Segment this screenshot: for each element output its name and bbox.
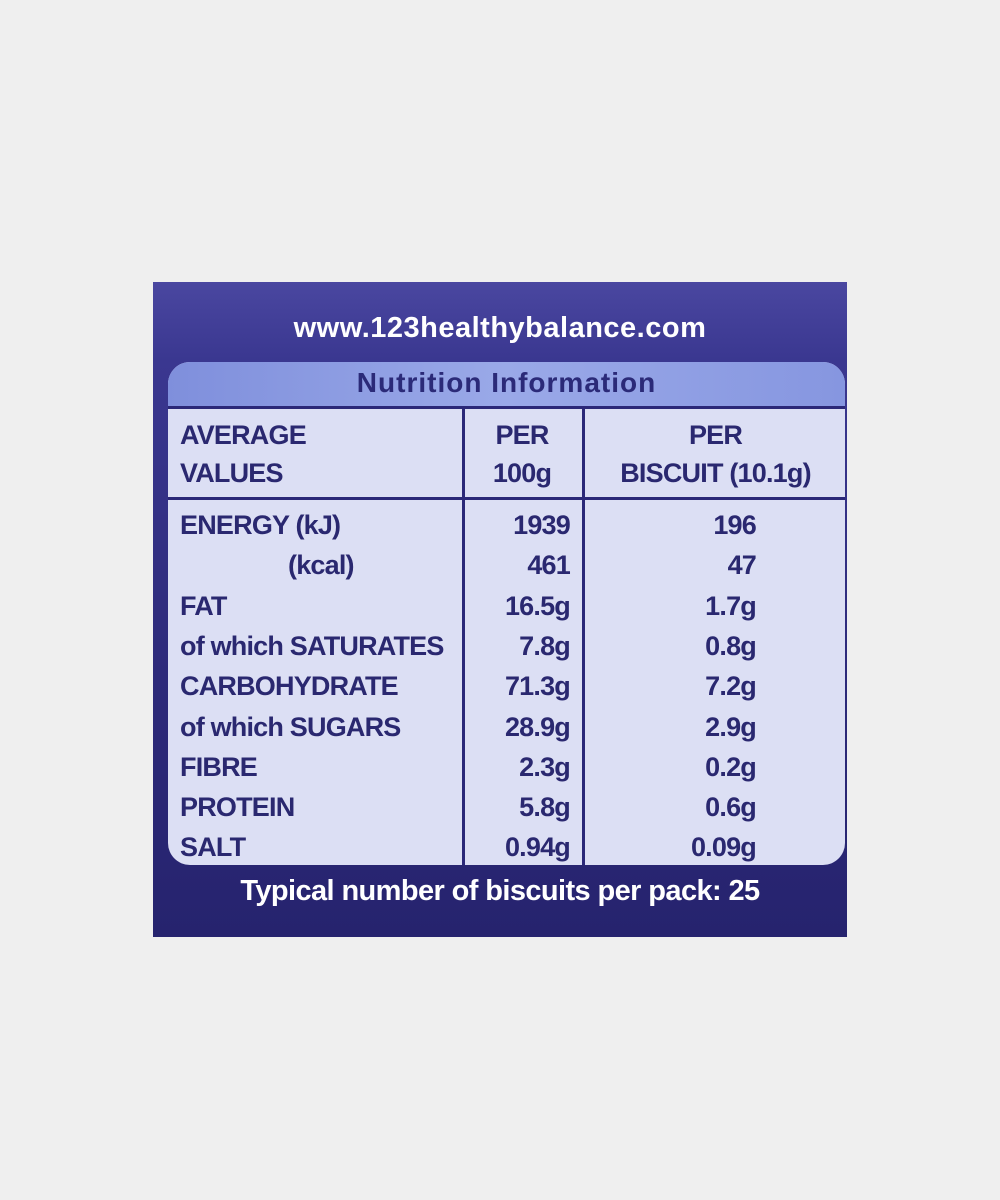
header-per: PER	[495, 420, 549, 450]
header-biscuit: BISCUIT (10.1g)	[620, 458, 811, 488]
value-per-biscuit: 47	[727, 550, 757, 581]
biscuits-per-pack: Typical number of biscuits per pack: 25	[240, 875, 760, 907]
row-label: FIBRE	[180, 751, 258, 782]
header-100g: 100g	[492, 458, 552, 488]
row-label: FAT	[180, 590, 227, 621]
row-label: of which SUGARS	[180, 711, 401, 742]
value-per-biscuit: 0.09g	[690, 832, 757, 863]
value-per-biscuit: 0.6g	[705, 792, 757, 823]
value-per-biscuit: 0.8g	[705, 630, 757, 661]
header-per: PER	[688, 420, 743, 450]
value-per-100g: 5.8g	[519, 792, 571, 823]
header-average: AVERAGE	[180, 420, 307, 450]
value-per-100g: 1939	[513, 510, 571, 540]
value-per-100g: 7.8g	[519, 630, 571, 661]
nutrition-table: Nutrition Information AVERAGE VALUES PER…	[168, 362, 845, 865]
row-label: PROTEIN	[180, 792, 295, 823]
row-label: SALT	[180, 832, 246, 863]
column-divider	[462, 406, 465, 865]
value-per-100g: 461	[527, 550, 570, 581]
column-divider	[582, 406, 585, 865]
value-per-biscuit: 196	[713, 510, 756, 540]
value-per-biscuit: 1.7g	[705, 590, 757, 621]
row-label: (kcal)	[288, 550, 355, 581]
nutrition-label-package: www.123healthybalance.com Nutrition Info…	[153, 282, 847, 937]
website-url: www.123healthybalance.com	[293, 312, 707, 344]
table-title: Nutrition Information	[356, 367, 657, 398]
title-band: Nutrition Information	[168, 362, 845, 409]
value-per-biscuit: 7.2g	[705, 671, 757, 702]
row-label: ENERGY (kJ)	[180, 510, 341, 540]
header-divider	[168, 497, 845, 500]
value-per-100g: 71.3g	[504, 671, 571, 702]
row-label: of which SATURATES	[180, 630, 444, 661]
value-per-100g: 0.94g	[504, 832, 571, 863]
row-label: CARBOHYDRATE	[180, 671, 399, 702]
value-per-100g: 16.5g	[504, 590, 571, 621]
value-per-100g: 2.3g	[519, 751, 571, 782]
value-per-biscuit: 0.2g	[705, 751, 757, 782]
value-per-100g: 28.9g	[504, 711, 571, 742]
header-values: VALUES	[180, 458, 284, 488]
value-per-biscuit: 2.9g	[705, 711, 757, 742]
